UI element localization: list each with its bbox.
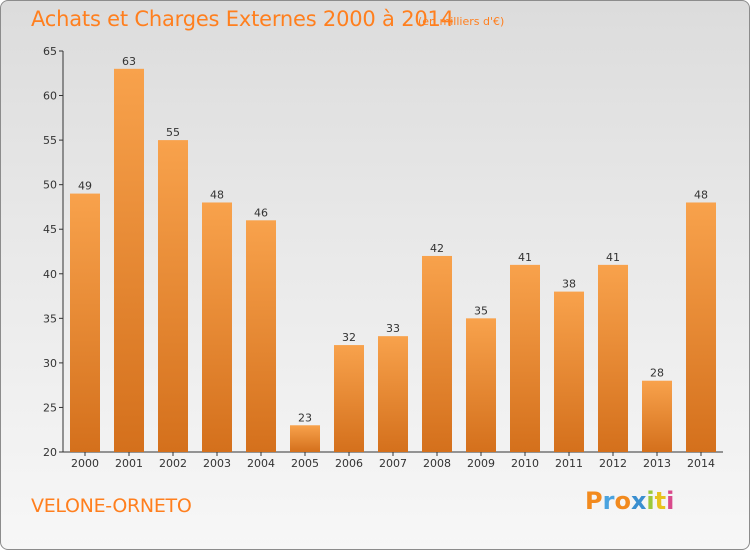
bar-2011 bbox=[554, 291, 584, 452]
logo-letter: t bbox=[654, 487, 667, 515]
value-label-2009: 35 bbox=[474, 304, 488, 317]
bar-2009 bbox=[466, 318, 496, 452]
value-label-2012: 41 bbox=[606, 251, 620, 264]
value-label-2005: 23 bbox=[298, 411, 312, 424]
x-tick-label-2002: 2002 bbox=[159, 457, 187, 470]
x-tick-label-2013: 2013 bbox=[643, 457, 671, 470]
bar-2000 bbox=[70, 193, 100, 453]
y-tick-label: 60 bbox=[43, 90, 57, 103]
value-label-2001: 63 bbox=[122, 55, 136, 68]
bar-2001 bbox=[114, 68, 144, 453]
x-tick-label-2007: 2007 bbox=[379, 457, 407, 470]
commune-name: VELONE-ORNETO bbox=[31, 495, 192, 517]
value-label-2010: 41 bbox=[518, 251, 532, 264]
y-tick-label: 40 bbox=[43, 268, 57, 281]
bar-2005 bbox=[290, 425, 320, 452]
bar-2014 bbox=[686, 202, 716, 452]
chart-value-labels: 49 63 55 48 46 23 32 33 42 35 41 38 41 28 48 bbox=[78, 55, 708, 424]
proxiti-logo: Proxiti bbox=[585, 487, 674, 515]
value-label-2007: 33 bbox=[386, 322, 400, 335]
logo-letter: i bbox=[646, 487, 655, 515]
bar-2013 bbox=[642, 380, 672, 452]
bar-2004 bbox=[246, 220, 276, 452]
x-tick-label-2006: 2006 bbox=[335, 457, 363, 470]
chart-bars bbox=[70, 68, 716, 453]
y-tick-label: 65 bbox=[43, 45, 57, 58]
bar-2010 bbox=[510, 264, 540, 452]
chart-unit-subtitle: (en milliers d'€) bbox=[418, 15, 505, 28]
value-label-2003: 48 bbox=[210, 188, 224, 201]
value-label-2006: 32 bbox=[342, 331, 356, 344]
value-label-2000: 49 bbox=[78, 180, 92, 193]
logo-letter: x bbox=[630, 487, 647, 515]
bar-2007 bbox=[378, 336, 408, 452]
x-tick-label-2009: 2009 bbox=[467, 457, 495, 470]
bar-2003 bbox=[202, 202, 232, 452]
x-tick-label-2010: 2010 bbox=[511, 457, 539, 470]
y-tick-label: 20 bbox=[43, 446, 57, 459]
chart-axes: 20 25 30 35 40 45 50 55 60 65 2000 2001 2002 2003 2004… bbox=[43, 45, 723, 470]
bar-2008 bbox=[422, 255, 452, 452]
y-tick-label: 55 bbox=[43, 134, 57, 147]
logo-letter: r bbox=[602, 487, 615, 515]
value-label-2002: 55 bbox=[166, 126, 180, 139]
chart-title: Achats et Charges Externes 2000 à 2014 bbox=[31, 7, 454, 31]
y-tick-label: 50 bbox=[43, 179, 57, 192]
y-tick-label: 35 bbox=[43, 312, 57, 325]
x-tick-label-2005: 2005 bbox=[291, 457, 319, 470]
value-label-2008: 42 bbox=[430, 242, 444, 255]
x-tick-label-2001: 2001 bbox=[115, 457, 143, 470]
x-tick-label-2003: 2003 bbox=[203, 457, 231, 470]
x-tick-label-2004: 2004 bbox=[247, 457, 275, 470]
x-tick-label-2000: 2000 bbox=[71, 457, 99, 470]
value-label-2014: 48 bbox=[694, 188, 708, 201]
bar-2012 bbox=[598, 264, 628, 452]
x-tick-label-2008: 2008 bbox=[423, 457, 451, 470]
bar-2006 bbox=[334, 345, 364, 452]
logo-letter: o bbox=[614, 487, 631, 515]
y-tick-label: 45 bbox=[43, 223, 57, 236]
value-label-2004: 46 bbox=[254, 206, 268, 219]
y-tick-label: 25 bbox=[43, 401, 57, 414]
bar-2002 bbox=[158, 140, 188, 452]
y-tick-label: 30 bbox=[43, 357, 57, 370]
x-tick-label-2011: 2011 bbox=[555, 457, 583, 470]
x-tick-label-2012: 2012 bbox=[599, 457, 627, 470]
x-tick-label-2014: 2014 bbox=[687, 457, 715, 470]
logo-letter: P bbox=[585, 487, 603, 515]
value-label-2013: 28 bbox=[650, 367, 664, 380]
logo-letter: i bbox=[666, 487, 675, 515]
value-label-2011: 38 bbox=[562, 278, 576, 291]
